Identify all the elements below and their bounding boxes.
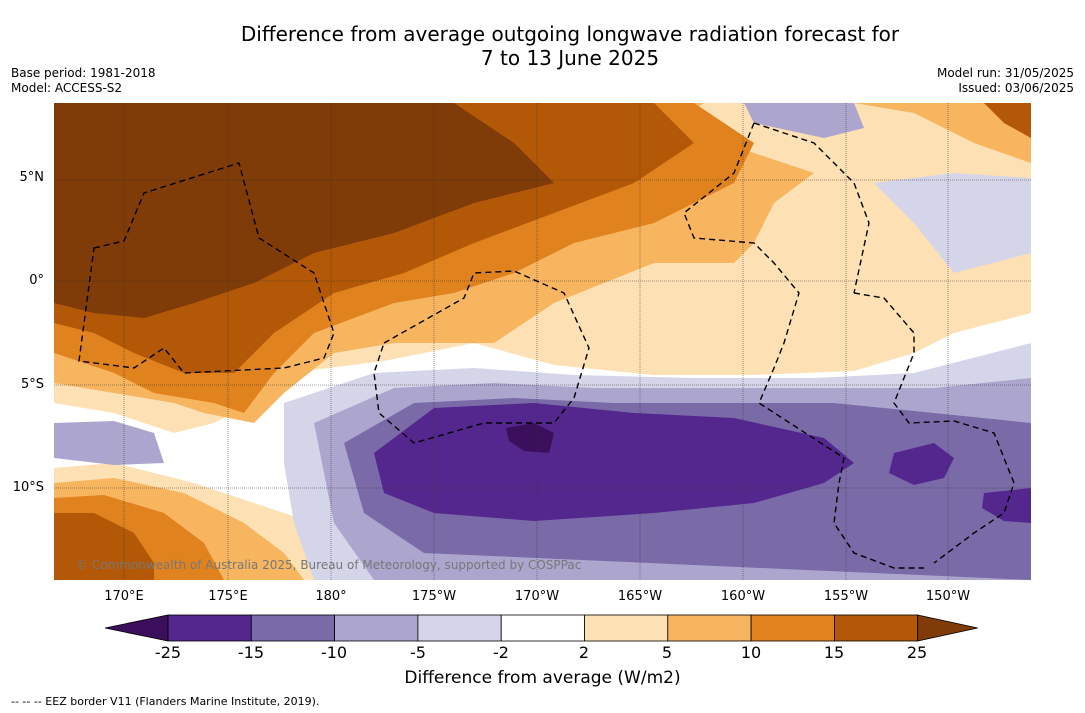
colorbar-segment [500, 614, 585, 642]
band-minus-15-25 [374, 403, 854, 521]
cbar-tick-15: 15 [823, 643, 845, 662]
lon-label-175e: 175°E [208, 589, 248, 604]
meta-left: Base period: 1981-2018 Model: ACCESS-S2 [11, 66, 156, 96]
band-minus-ne [874, 173, 1031, 273]
band-minus-west [54, 421, 164, 465]
colorbar-arrow-high [917, 614, 978, 642]
band-minus-15-25-e [889, 443, 954, 485]
colorbar [105, 614, 978, 642]
lon-label-175w: 175°W [411, 589, 457, 604]
lat-label-0: 0° [29, 273, 44, 288]
lon-label-170e: 170°E [104, 589, 144, 604]
lon-label-155w: 155°W [823, 589, 869, 604]
copyright-notice: © Commonwealth of Australia 2025, Bureau… [76, 558, 582, 572]
lon-label-165w: 165°W [617, 589, 663, 604]
cbar-tick-m10: -10 [320, 643, 348, 662]
title-line-2: 7 to 13 June 2025 [480, 46, 660, 70]
colorbar-arrow-low [105, 614, 169, 642]
colorbar-segment [334, 614, 419, 642]
lon-label-150w: 150°W [925, 589, 971, 604]
band-minus-15-25-far-e [982, 488, 1031, 523]
colorbar-segment [250, 614, 336, 642]
colorbar-segment [750, 614, 835, 642]
band-minus-north [744, 103, 864, 138]
lon-label-170w: 170°W [514, 589, 560, 604]
cbar-tick-5: 5 [661, 643, 673, 662]
cbar-tick-10: 10 [740, 643, 762, 662]
cbar-tick-2: 2 [578, 643, 590, 662]
cbar-tick-m2: -2 [493, 643, 509, 662]
lat-label-5n: 5°N [19, 170, 45, 185]
lat-label-10s: 10°S [12, 480, 44, 495]
eez-legend-footer: -- -- -- EEZ border V11 (Flanders Marine… [11, 695, 320, 708]
cbar-tick-m15: -15 [237, 643, 265, 662]
band-plus-sw-4 [54, 513, 154, 580]
issued-date: Issued: 03/06/2025 [958, 81, 1074, 95]
lon-label-160w: 160°W [720, 589, 766, 604]
colorbar-segment [834, 614, 919, 642]
band-minus-25 [506, 423, 554, 453]
lon-label-180: 180° [315, 589, 347, 604]
map-title: Difference from average outgoing longwav… [0, 22, 1085, 70]
cbar-tick-25: 25 [906, 643, 928, 662]
band-plus-25-ne [984, 103, 1031, 138]
model-name: Model: ACCESS-S2 [11, 81, 123, 95]
meta-right: Model run: 31/05/2025 Issued: 03/06/2025 [937, 66, 1074, 96]
colorbar-segment [584, 614, 669, 642]
lat-label-5s: 5°S [20, 377, 44, 392]
band-plus-25 [54, 103, 554, 318]
colorbar-segment [417, 614, 502, 642]
model-run: Model run: 31/05/2025 [936, 66, 1074, 80]
cbar-tick-m5: -5 [410, 643, 426, 662]
colorbar-segment [167, 614, 252, 642]
colorbar-label: Difference from average (W/m2) [404, 668, 681, 688]
anomaly-map [54, 103, 1031, 580]
title-line-1: Difference from average outgoing longwav… [240, 22, 900, 46]
colorbar-segment [667, 614, 752, 642]
anomaly-map-svg [54, 103, 1031, 580]
cbar-tick-m25: -25 [154, 643, 182, 662]
base-period: Base period: 1981-2018 [11, 66, 156, 80]
eez-borders [78, 122, 1015, 569]
gridlines [54, 103, 1031, 580]
